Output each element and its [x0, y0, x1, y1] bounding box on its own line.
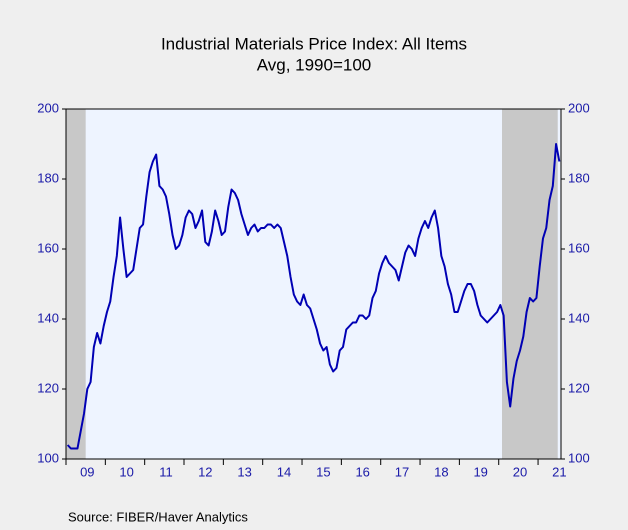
y2-tick-label: 140: [568, 310, 590, 325]
x-tick-label: 20: [513, 464, 527, 479]
y-tick-label: 160: [37, 240, 59, 255]
x-tick-label: 17: [395, 464, 409, 479]
recession-band: [66, 109, 86, 459]
y2-tick-label: 100: [568, 450, 590, 465]
x-tick-label: 21: [552, 464, 566, 479]
chart-subtitle: Avg, 1990=100: [257, 55, 372, 74]
y-tick-label: 120: [37, 380, 59, 395]
data-line: [66, 143, 561, 450]
x-tick-label: 19: [473, 464, 487, 479]
x-tick-label: 12: [198, 464, 212, 479]
plot-frame: [65, 108, 562, 460]
y-tick-label: 200: [37, 100, 59, 115]
plot-area: [66, 109, 561, 459]
y2-tick-label: 180: [568, 170, 590, 185]
y-tick-label: 180: [37, 170, 59, 185]
x-tick-label: 10: [119, 464, 133, 479]
x-tick-label: 18: [434, 464, 448, 479]
y2-tick-label: 160: [568, 240, 590, 255]
x-tick-label: 16: [355, 464, 369, 479]
source-note: Source: FIBER/Haver Analytics: [68, 509, 248, 524]
x-tick-label: 13: [237, 464, 251, 479]
y2-tick-label: 200: [568, 100, 590, 115]
y2-tick-label: 120: [568, 380, 590, 395]
x-tick-label: 14: [277, 464, 291, 479]
chart-title: Industrial Materials Price Index: All It…: [161, 34, 467, 53]
y-tick-label: 140: [37, 310, 59, 325]
y-tick-label: 100: [37, 450, 59, 465]
x-tick-label: 15: [316, 464, 330, 479]
x-tick-label: 11: [159, 464, 173, 479]
x-tick-label: 09: [80, 464, 94, 479]
